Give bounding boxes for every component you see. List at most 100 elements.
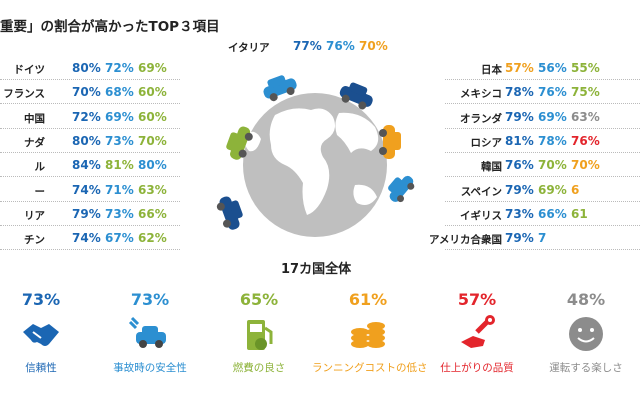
country-row: 日本 57% 56% 55% — [445, 60, 640, 80]
country-row: ー 74% 71% 63% — [0, 182, 180, 202]
country-name: チン — [24, 234, 45, 247]
country-row: アメリカ合衆国 79% 7 — [429, 230, 640, 251]
country-value: 73% — [105, 133, 134, 148]
coins-icon — [312, 314, 424, 358]
car-icon-navy-left-bottom — [216, 196, 243, 230]
country-value: 79% — [505, 182, 534, 197]
country-row: イタリア 77% 76% 70% — [228, 38, 408, 58]
country-value: 76% — [571, 133, 600, 148]
country-value: 73% — [105, 206, 134, 221]
country-name: アメリカ合衆国 — [429, 234, 502, 247]
globe-landmass-south — [353, 184, 377, 205]
country-value: 81% — [105, 158, 134, 173]
country-row: オランダ 79% 69% 63% — [445, 109, 640, 129]
overall-feature: 73% 信頼性 — [0, 290, 97, 375]
country-value: 55% — [571, 61, 600, 75]
country-value: 74% — [72, 182, 101, 197]
country-value: 75% — [571, 85, 600, 100]
feature-percent: 61% — [348, 290, 388, 309]
overall-feature: 48% 運転する楽しさ — [530, 290, 640, 375]
country-value: 78% — [505, 85, 534, 100]
country-row: リア 79% 73% 66% — [0, 206, 180, 226]
country-value: 77% — [293, 39, 322, 53]
car-crash-icon — [94, 314, 206, 358]
country-row: ナダ 80% 73% 70% — [0, 133, 180, 153]
car-icon-blue-right-bottom — [388, 175, 415, 203]
country-value: 69% — [538, 109, 567, 124]
country-row: フランス 70% 68% 60% — [0, 84, 180, 105]
country-value: 78% — [538, 133, 567, 148]
country-value: 63% — [571, 109, 600, 124]
fuel-pump-icon — [203, 314, 315, 358]
row-divider — [0, 224, 180, 226]
row-divider — [0, 151, 180, 153]
feature-percent: 73% — [21, 290, 61, 309]
feature-label: 信頼性 — [25, 362, 57, 374]
car-icon-orange-right — [379, 125, 401, 159]
country-value: 70% — [538, 158, 567, 173]
country-value: 73% — [505, 206, 534, 221]
country-row: ル 84% 81% 80% — [0, 157, 180, 178]
row-divider — [445, 176, 640, 178]
country-value: 80% — [72, 133, 101, 148]
globe-landmass — [269, 108, 335, 215]
row-divider — [445, 224, 640, 226]
row-divider — [445, 249, 640, 251]
country-value: 7 — [538, 231, 547, 246]
row-divider — [0, 103, 180, 105]
country-value: 6 — [571, 182, 580, 197]
country-name: フランス — [3, 88, 45, 101]
overall-label: 17カ国全体 — [281, 262, 352, 277]
country-name: ロシア — [470, 136, 503, 149]
country-value: 66% — [538, 206, 567, 221]
feature-percent: 48% — [566, 290, 606, 309]
overall-feature: 57% 仕上がりの品質 — [421, 290, 533, 375]
feature-label: 事故時の安全性 — [113, 362, 187, 374]
country-value: 68% — [105, 85, 134, 100]
country-row: メキシコ 78% 76% 75% — [445, 84, 640, 105]
country-name: ー — [34, 185, 46, 198]
smiley-icon — [530, 314, 640, 358]
country-value: 79% — [505, 109, 534, 124]
country-name: 韓国 — [481, 161, 502, 174]
row-divider — [0, 79, 180, 80]
country-name: イタリア — [228, 42, 270, 54]
row-divider — [0, 249, 180, 251]
row-divider — [0, 127, 180, 129]
country-value: 70% — [359, 39, 388, 53]
country-name: リア — [24, 209, 45, 222]
country-row: チン 74% 67% 62% — [0, 230, 180, 251]
country-name: ル — [34, 161, 46, 174]
country-value: 61 — [571, 206, 588, 221]
country-row: イギリス 73% 66% 61 — [445, 206, 640, 226]
country-value: 80% — [72, 61, 101, 75]
country-value: 69% — [538, 182, 567, 197]
feature-percent: 73% — [130, 290, 170, 309]
country-value: 57% — [505, 61, 534, 75]
wrench-hand-icon — [421, 314, 533, 358]
country-value: 62% — [138, 231, 167, 246]
chart-title: 重要」の割合が高かったTOP３項目 — [0, 19, 220, 35]
country-row: スペイン 79% 69% 6 — [445, 182, 640, 202]
feature-label: ランニングコストの低さ — [312, 362, 428, 374]
country-row: 中国 72% 69% 60% — [0, 109, 180, 129]
country-name: オランダ — [460, 112, 502, 125]
country-value: 71% — [105, 182, 134, 197]
country-value: 80% — [138, 158, 167, 173]
overall-feature: 73% 事故時の安全性 — [94, 290, 206, 375]
row-divider — [445, 103, 640, 105]
country-row: ドイツ 80% 72% 69% — [0, 60, 180, 80]
row-divider — [0, 200, 180, 202]
globe-illustration — [216, 75, 415, 237]
country-name: ドイツ — [13, 64, 46, 76]
country-name: スペイン — [460, 185, 502, 198]
country-value: 79% — [72, 206, 101, 221]
car-icon-blue-top — [263, 75, 297, 102]
country-value: 56% — [538, 61, 567, 75]
country-row: 韓国 76% 70% 70% — [445, 157, 640, 178]
country-name: ナダ — [24, 136, 45, 149]
country-value: 66% — [138, 206, 167, 221]
feature-percent: 57% — [457, 290, 497, 309]
row-divider — [445, 151, 640, 153]
row-divider — [445, 127, 640, 129]
